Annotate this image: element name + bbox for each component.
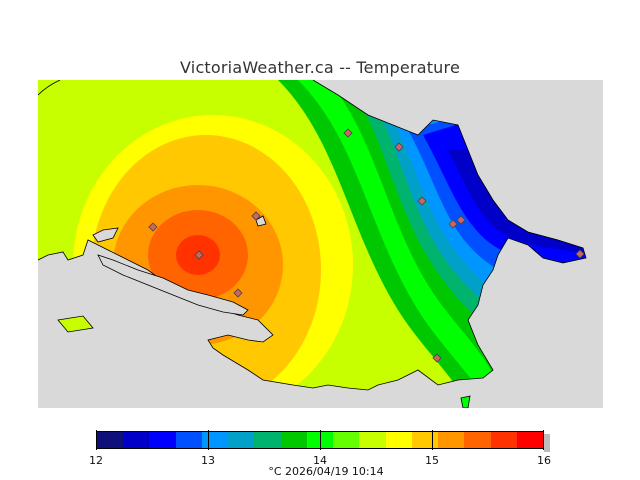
- island: [57, 315, 94, 333]
- legend-tick-label: 14: [313, 454, 327, 467]
- map-title: VictoriaWeather.ca -- Temperature: [180, 58, 460, 77]
- legend-swatch: [490, 432, 517, 448]
- station-marker[interactable]: [448, 219, 458, 229]
- legend-swatch: [228, 432, 255, 448]
- temperature-map: [38, 80, 603, 408]
- legend-swatch: [306, 432, 334, 448]
- legend-swatch: [411, 432, 439, 448]
- island: [460, 395, 471, 408]
- island: [92, 227, 119, 243]
- coast-curve: [38, 80, 61, 96]
- station-markers: [148, 128, 585, 363]
- legend-tick: [543, 430, 544, 450]
- inlet-water: [97, 254, 249, 316]
- legend-tick-label: 15: [425, 454, 439, 467]
- legend-swatch: [175, 432, 202, 448]
- station-marker[interactable]: [233, 288, 243, 298]
- legend-swatch: [123, 432, 150, 448]
- legend-swatch: [385, 432, 412, 448]
- legend-swatch: [201, 432, 229, 448]
- legend-swatch: [254, 432, 281, 448]
- station-marker[interactable]: [194, 250, 204, 260]
- legend-swatch: [333, 432, 360, 448]
- legend-swatch: [97, 432, 124, 448]
- legend-tick-label: 13: [201, 454, 215, 467]
- legend-tick: [96, 430, 97, 450]
- legend-swatch: [149, 432, 176, 448]
- station-marker[interactable]: [456, 215, 466, 225]
- legend-tick: [208, 430, 209, 450]
- station-marker[interactable]: [251, 211, 261, 221]
- legend-tick: [320, 430, 321, 450]
- legend-shadow: [544, 434, 550, 452]
- legend-swatch: [516, 432, 543, 448]
- island: [255, 215, 267, 227]
- legend-tick: [432, 430, 433, 450]
- legend-tick-label: 12: [89, 454, 103, 467]
- station-marker[interactable]: [148, 222, 158, 232]
- legend-swatch: [464, 432, 491, 448]
- color-legend: °C 2026/04/19 10:14 12 13 14 15 16: [89, 430, 556, 478]
- station-marker[interactable]: [575, 249, 585, 259]
- legend-swatch: [438, 432, 465, 448]
- station-marker[interactable]: [394, 142, 404, 152]
- legend-swatch: [280, 432, 307, 448]
- legend-swatch: [359, 432, 386, 448]
- station-marker[interactable]: [343, 128, 353, 138]
- legend-tick-label: 16: [537, 454, 551, 467]
- station-marker[interactable]: [417, 196, 427, 206]
- units-and-timestamp: °C 2026/04/19 10:14: [268, 465, 384, 478]
- station-marker[interactable]: [432, 353, 442, 363]
